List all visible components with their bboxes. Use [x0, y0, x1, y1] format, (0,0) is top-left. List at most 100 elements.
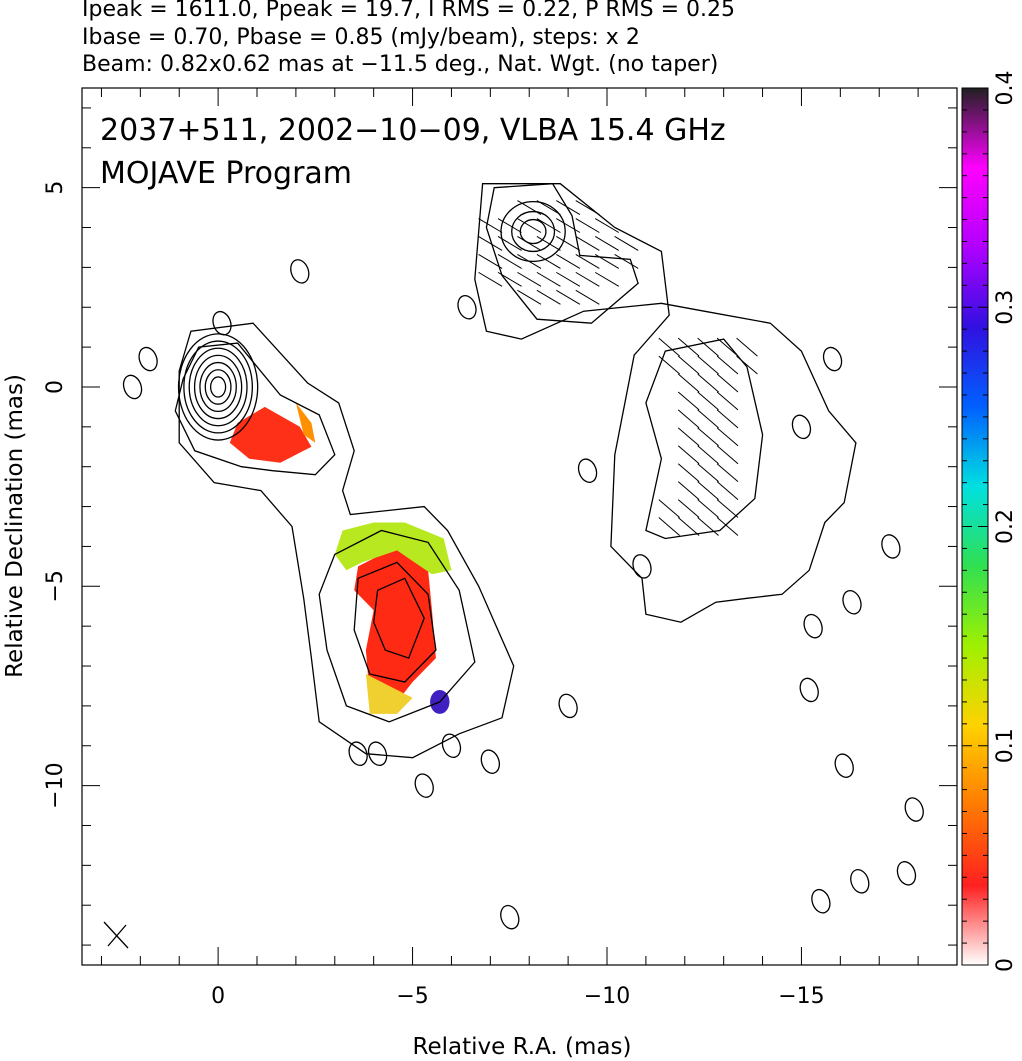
noise-contour [500, 904, 520, 930]
pol-vector-upper [517, 271, 542, 287]
pol-vector-upper [478, 236, 503, 251]
pol-vector-upper [536, 254, 561, 269]
pol-vector-upper [536, 236, 561, 251]
pol-vector-upper [517, 236, 542, 251]
x-tick-label: −10 [584, 984, 630, 1009]
noise-contour [457, 294, 477, 320]
colorbar-labels: 0 0.1 0.2 0.3 0.4 [993, 71, 1018, 973]
pol-vector-lobe [697, 445, 719, 465]
diffuse-lobe-contour [474, 183, 857, 623]
pol-vector-upper [536, 289, 561, 305]
pol-vector-lobe [697, 427, 719, 447]
polarization-color-layer [229, 402, 452, 714]
pol-vector-upper [575, 254, 600, 269]
y-tick-label: −10 [43, 762, 68, 808]
pol-vector-lobe [716, 427, 739, 447]
core-contour [188, 347, 248, 427]
colorbar-label: 0 [993, 958, 1018, 972]
header-line-2: Ibase = 0.70, Pbase = 0.85 (mJy/beam), s… [82, 25, 640, 50]
pol-vector-upper [478, 271, 503, 287]
y-tick-labels: 5 0 −5 −10 [43, 181, 68, 809]
pol-fill-lower-rim [365, 674, 413, 714]
pol-vector-upper [517, 200, 542, 215]
noise-contour [896, 861, 917, 886]
core-contour [193, 354, 243, 420]
knot-contour-2 [353, 561, 437, 683]
knot-contour-3 [373, 577, 425, 659]
pol-vector-lobe [736, 337, 758, 357]
noise-contour [558, 693, 578, 719]
pol-vector-lobe [697, 409, 719, 429]
pol-vector-lobe [677, 409, 700, 429]
pol-fill-main-knot [354, 546, 436, 702]
pol-vector-lobe [716, 391, 739, 411]
y-tick-label: −5 [43, 570, 68, 602]
pol-vector-lobe [677, 499, 700, 518]
upper-knot-contour [500, 200, 566, 263]
pol-vector-lobe [677, 355, 700, 375]
colorbar-label: 0.3 [993, 290, 1018, 325]
noise-contour [138, 346, 158, 372]
pol-vector-lobe [697, 517, 719, 536]
y-tick-label: 0 [43, 380, 68, 394]
x-axis-title: Relative R.A. (mas) [413, 1034, 632, 1060]
pol-vector-upper [614, 236, 639, 251]
pol-vector-upper [497, 236, 522, 251]
core-contour [177, 333, 259, 441]
pol-vector-upper [497, 254, 522, 269]
y-axis-title: Relative Declination (mas) [2, 374, 28, 678]
noise-contour [348, 741, 368, 766]
pol-vector-upper [614, 254, 639, 269]
pol-vector-upper [575, 236, 600, 251]
intensity-contours [122, 183, 924, 930]
pol-vector-upper [478, 218, 503, 233]
pol-vector-lobe [677, 391, 700, 411]
pol-vector-lobe [716, 337, 739, 357]
pol-vector-upper [517, 254, 542, 269]
pol-vector-upper [556, 200, 581, 215]
noise-contour [834, 753, 854, 778]
knot-contour-1 [318, 529, 476, 723]
pol-vector-lobe [697, 391, 719, 411]
pol-vector-lobe [716, 499, 739, 518]
noise-contour [850, 869, 870, 894]
x-tick-labels: 0 −5 −10 −15 [211, 984, 825, 1009]
source-annotation: 2037+511, 2002−10−09, VLBA 15.4 GHz [100, 113, 726, 148]
core-contour [183, 340, 253, 434]
pol-vector-upper [517, 218, 542, 233]
noise-contour [904, 797, 924, 822]
pol-vector-upper [575, 218, 600, 233]
colorbar-label: 0.4 [993, 71, 1018, 106]
pol-vector-lobe [716, 409, 739, 429]
noise-contour [367, 741, 388, 766]
noise-contour [441, 733, 462, 759]
pol-vector-upper [497, 218, 522, 233]
pol-vector-lobe [658, 499, 680, 518]
noise-contour [122, 374, 143, 400]
pol-vector-upper [556, 271, 581, 287]
header-line-3: Beam: 0.82x0.62 mas at −11.5 deg., Nat. … [82, 52, 719, 77]
pol-vector-lobe [677, 337, 700, 357]
pol-vector-upper [536, 271, 561, 287]
x-tick-label: −15 [778, 984, 824, 1009]
pol-vector-lobe [697, 355, 719, 375]
pol-vector-upper [556, 218, 581, 233]
x-tick-label: −5 [396, 984, 428, 1009]
noise-contour [480, 749, 501, 774]
pol-vector-lobe [677, 373, 700, 393]
colorbar-ticks [962, 87, 988, 966]
upper-lobe-contour-1 [485, 183, 639, 324]
pol-vector-lobe [716, 517, 739, 536]
pol-vector-lobe [697, 463, 719, 483]
pol-fill-upper-rim [334, 522, 452, 575]
pol-fill-inner-jet [229, 406, 312, 463]
noise-contour [290, 259, 310, 284]
pol-vector-lobe [736, 355, 758, 375]
noise-contour [822, 346, 843, 372]
beam-cross [103, 921, 129, 949]
plot-frame [81, 87, 958, 966]
pol-vector-lobe [697, 499, 719, 518]
pol-vector-lobe [716, 355, 739, 375]
pol-vector-lobe [658, 355, 680, 375]
